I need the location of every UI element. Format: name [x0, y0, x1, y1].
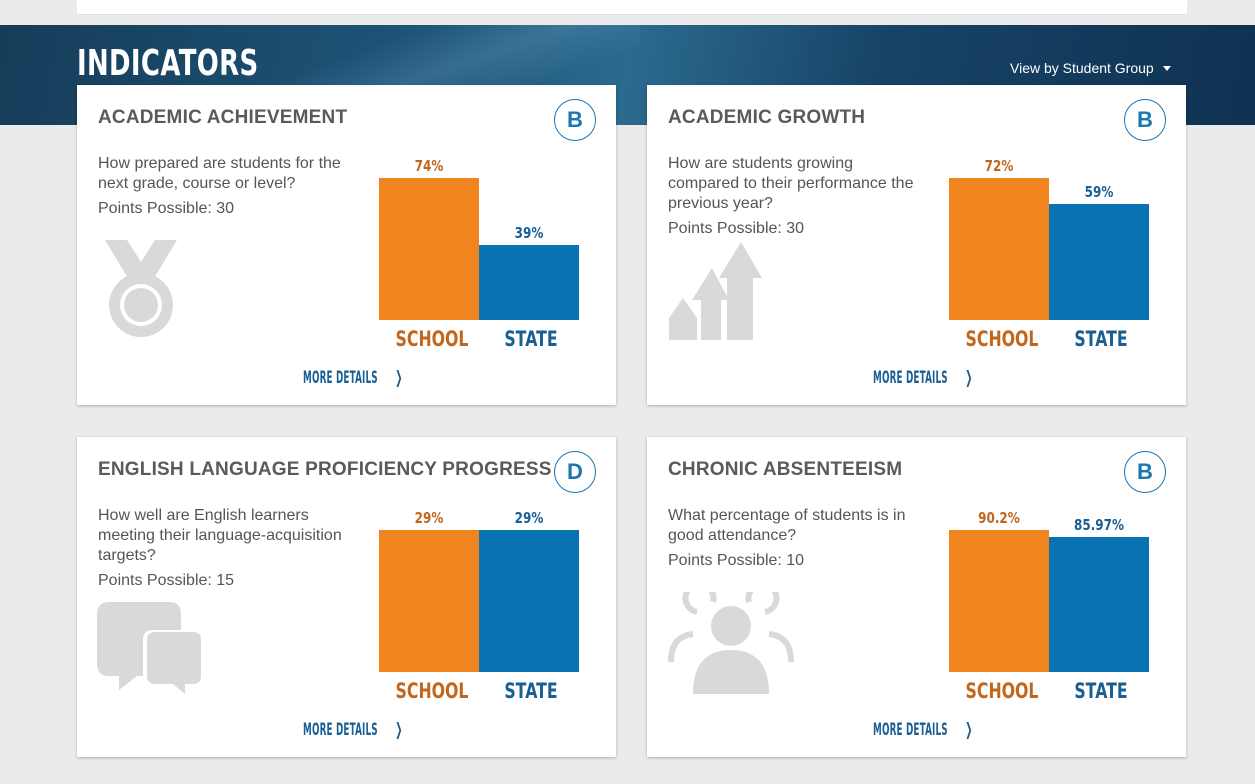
bar-value-label: 74%	[414, 157, 444, 175]
bar-value-label: 59%	[1084, 183, 1114, 201]
comparison-bar-chart: 74% SCHOOL 39% STATE	[379, 157, 581, 355]
indicator-question: What percentage of students is in good a…	[668, 507, 906, 544]
medal-icon	[101, 240, 181, 340]
people-group-icon	[667, 581, 795, 694]
more-details-link[interactable]: MORE DETAILS ❯	[647, 368, 1186, 390]
bar-value-label: 90.2%	[978, 509, 1020, 527]
indicator-question: How prepared are students for the next g…	[98, 155, 341, 192]
bar-state: 85.97%	[1049, 516, 1149, 672]
bar-school: 74%	[379, 157, 479, 320]
more-details-label: MORE DETAILS ❯	[873, 720, 973, 740]
bar-category-label: STATE	[1074, 679, 1128, 703]
indicator-card-academic-growth: ACADEMIC GROWTH B How are students growing…	[647, 85, 1186, 405]
bar-state: 29%	[479, 509, 579, 672]
top-strip	[0, 0, 1255, 25]
growth-arrows-icon	[667, 240, 767, 340]
bar-category-label: SCHOOL	[395, 679, 469, 703]
bar-category-label: SCHOOL	[965, 679, 1039, 703]
dropdown-label: View by Student Group	[1010, 60, 1154, 76]
indicator-description: How well are English learners meeting th…	[98, 506, 358, 591]
indicator-question: How well are English learners meeting th…	[98, 507, 342, 564]
grade-badge: B	[1124, 451, 1166, 493]
points-possible: Points Possible: 10	[668, 552, 805, 569]
bar-category-label: STATE	[504, 327, 558, 351]
more-details-label: MORE DETAILS ❯	[303, 720, 403, 740]
indicator-card-academic-achievement: ACADEMIC ACHIEVEMENT B How prepared are st…	[77, 85, 616, 405]
page-title: INDICATORS	[77, 43, 259, 84]
card-title: ACADEMIC GROWTH	[668, 107, 866, 128]
bar-value-label: 29%	[414, 509, 444, 527]
bar-state: 39%	[479, 224, 579, 320]
indicator-description: What percentage of students is in good a…	[668, 506, 928, 571]
bar-fill-school	[379, 178, 479, 320]
view-by-student-group-dropdown[interactable]: View by Student Group	[1010, 58, 1171, 78]
bar-school: 72%	[949, 157, 1049, 320]
speech-bubbles-icon	[97, 602, 205, 696]
chevron-right-icon: ❯	[395, 368, 403, 388]
bar-school: 90.2%	[949, 509, 1049, 672]
indicator-card-chronic-absenteeism: CHRONIC ABSENTEEISM B What percentage of s…	[647, 437, 1186, 757]
card-title: ENGLISH LANGUAGE PROFICIENCY PROGRESS	[98, 459, 552, 480]
indicator-description: How prepared are students for the next g…	[98, 154, 358, 219]
comparison-bar-chart: 72% SCHOOL 59% STATE	[949, 157, 1151, 355]
bar-value-label: 85.97%	[1074, 516, 1124, 534]
bar-fill-school	[379, 530, 479, 672]
bar-fill-school	[949, 530, 1049, 672]
more-details-link[interactable]: MORE DETAILS ❯	[77, 720, 616, 742]
indicator-description: How are students growing compared to the…	[668, 154, 928, 239]
indicator-card-english-language-proficiency-progress: ENGLISH LANGUAGE PROFICIENCY PROGRESS D Ho…	[77, 437, 616, 757]
more-details-label: MORE DETAILS ❯	[873, 368, 973, 388]
grade-badge: D	[554, 451, 596, 493]
chevron-right-icon: ❯	[395, 720, 403, 740]
bar-category-label: STATE	[1074, 327, 1128, 351]
points-possible: Points Possible: 15	[98, 572, 235, 589]
comparison-bar-chart: 90.2% SCHOOL 85.97% STATE	[949, 509, 1151, 707]
bar-value-label: 39%	[514, 224, 544, 242]
bar-fill-state	[1049, 537, 1149, 672]
bar-fill-state	[479, 245, 579, 320]
points-possible: Points Possible: 30	[98, 200, 235, 217]
bar-school: 29%	[379, 509, 479, 672]
bar-value-label: 72%	[984, 157, 1014, 175]
card-title: ACADEMIC ACHIEVEMENT	[98, 107, 348, 128]
chevron-right-icon: ❯	[965, 368, 973, 388]
grade-badge: B	[554, 99, 596, 141]
bar-fill-state	[1049, 204, 1149, 320]
bar-value-label: 29%	[514, 509, 544, 527]
more-details-link[interactable]: MORE DETAILS ❯	[77, 368, 616, 390]
bar-fill-state	[479, 530, 579, 672]
more-details-link[interactable]: MORE DETAILS ❯	[647, 720, 1186, 742]
chevron-right-icon: ❯	[965, 720, 973, 740]
bar-state: 59%	[1049, 183, 1149, 320]
more-details-label: MORE DETAILS ❯	[303, 368, 403, 388]
caret-down-icon	[1162, 65, 1171, 71]
card-title: CHRONIC ABSENTEEISM	[668, 459, 903, 480]
top-nav-edge	[77, 0, 1187, 15]
comparison-bar-chart: 29% SCHOOL 29% STATE	[379, 509, 581, 707]
indicator-question: How are students growing compared to the…	[668, 155, 914, 212]
bar-category-label: STATE	[504, 679, 558, 703]
bar-category-label: SCHOOL	[395, 327, 469, 351]
bar-fill-school	[949, 178, 1049, 320]
grade-badge: B	[1124, 99, 1166, 141]
points-possible: Points Possible: 30	[668, 220, 805, 237]
bar-category-label: SCHOOL	[965, 327, 1039, 351]
